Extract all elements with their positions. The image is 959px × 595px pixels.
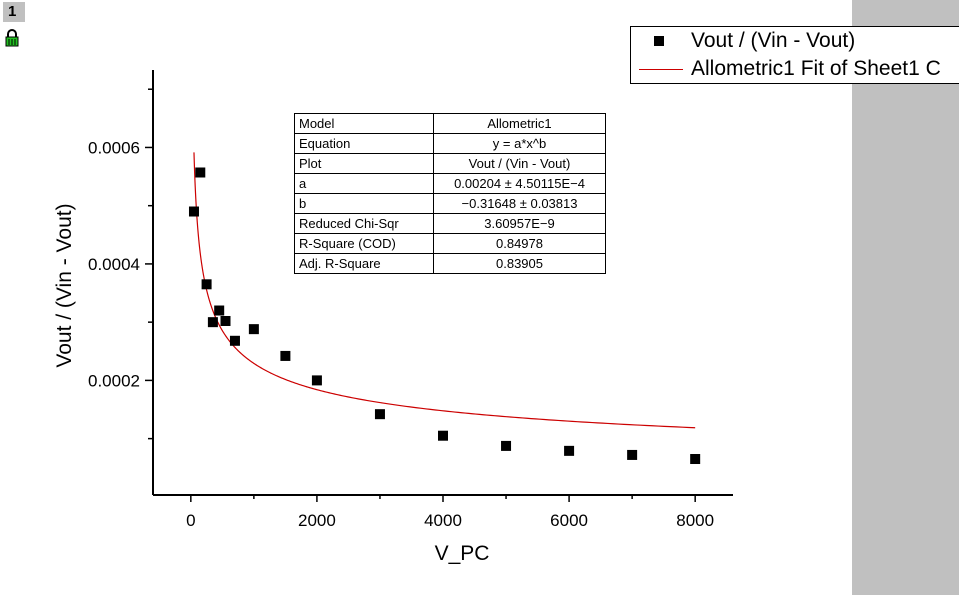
fit-table-value: −0.31648 ± 0.03813 — [433, 193, 606, 214]
data-point — [207, 317, 218, 328]
data-point — [690, 454, 701, 465]
fit-table-value: Allometric1 — [433, 113, 606, 134]
lock-icon[interactable] — [4, 29, 20, 47]
legend[interactable]: Vout / (Vin - Vout) Allometric1 Fit of S… — [630, 26, 959, 84]
fit-table-value: 0.00204 ± 4.50115E−4 — [433, 173, 606, 194]
fit-table-value: 0.84978 — [433, 233, 606, 254]
fit-table-label: Plot — [294, 153, 434, 174]
data-point — [627, 449, 638, 460]
x-tick-label: 6000 — [550, 511, 588, 530]
layer-number-badge[interactable]: 1 — [3, 2, 25, 22]
y-axis-title: Vout / (Vin - Vout) — [53, 203, 76, 367]
data-point — [374, 409, 385, 420]
data-point — [438, 430, 448, 441]
data-point — [195, 167, 206, 178]
legend-item-fit: Allometric1 Fit of Sheet1 C — [631, 56, 959, 82]
data-point — [280, 350, 291, 361]
fit-table-label: Adj. R-Square — [294, 253, 434, 274]
fit-table-row: Adj. R-Square 0.83905 — [294, 253, 606, 274]
fit-table-row: Equation y = a*x^b — [294, 133, 606, 154]
fit-table-label: b — [294, 193, 434, 214]
data-point — [188, 206, 199, 217]
fit-table-row: Reduced Chi-Sqr 3.60957E−9 — [294, 213, 606, 234]
fit-table-row: a 0.00204 ± 4.50115E−4 — [294, 173, 606, 194]
fit-table-label: Equation — [294, 133, 434, 154]
data-point — [214, 305, 225, 316]
fit-table-row: b −0.31648 ± 0.03813 — [294, 193, 606, 214]
x-tick-label: 4000 — [424, 511, 462, 530]
data-point — [501, 440, 512, 451]
x-tick-label: 0 — [186, 511, 195, 530]
data-point — [229, 335, 240, 346]
fit-results-table[interactable]: Model Allometric1 Equation y = a*x^b Plot Vou… — [294, 113, 606, 274]
y-tick-label: 0.0006 — [88, 138, 140, 157]
square-marker-icon — [654, 36, 664, 46]
data-point — [201, 279, 212, 290]
fit-table-value: 3.60957E−9 — [433, 213, 606, 234]
fit-table-value: 0.83905 — [433, 253, 606, 274]
y-tick-label: 0.0002 — [88, 371, 140, 390]
legend-fit-label: Allometric1 Fit of Sheet1 C — [691, 57, 941, 80]
fit-table-value: y = a*x^b — [433, 133, 606, 154]
fit-table-label: Model — [294, 113, 434, 134]
fit-table-label: a — [294, 173, 434, 194]
x-axis-title: V_PC — [435, 542, 490, 565]
fit-table-row: R-Square (COD) 0.84978 — [294, 233, 606, 254]
fit-table-label: Reduced Chi-Sqr — [294, 213, 434, 234]
data-point — [248, 324, 259, 335]
data-point — [220, 315, 231, 326]
legend-scatter-label: Vout / (Vin - Vout) — [691, 29, 856, 52]
line-marker-icon — [639, 69, 683, 70]
fit-table-label: R-Square (COD) — [294, 233, 434, 254]
fit-table-row: Plot Vout / (Vin - Vout) — [294, 153, 606, 174]
fit-table-row: Model Allometric1 — [294, 113, 606, 134]
data-point — [564, 445, 575, 456]
x-tick-label: 8000 — [676, 511, 714, 530]
side-panel — [852, 0, 959, 595]
x-tick-label: 2000 — [298, 511, 336, 530]
y-tick-label: 0.0004 — [88, 255, 140, 274]
fit-table-value: Vout / (Vin - Vout) — [433, 153, 606, 174]
data-point — [311, 375, 322, 386]
legend-item-scatter: Vout / (Vin - Vout) — [631, 28, 959, 54]
